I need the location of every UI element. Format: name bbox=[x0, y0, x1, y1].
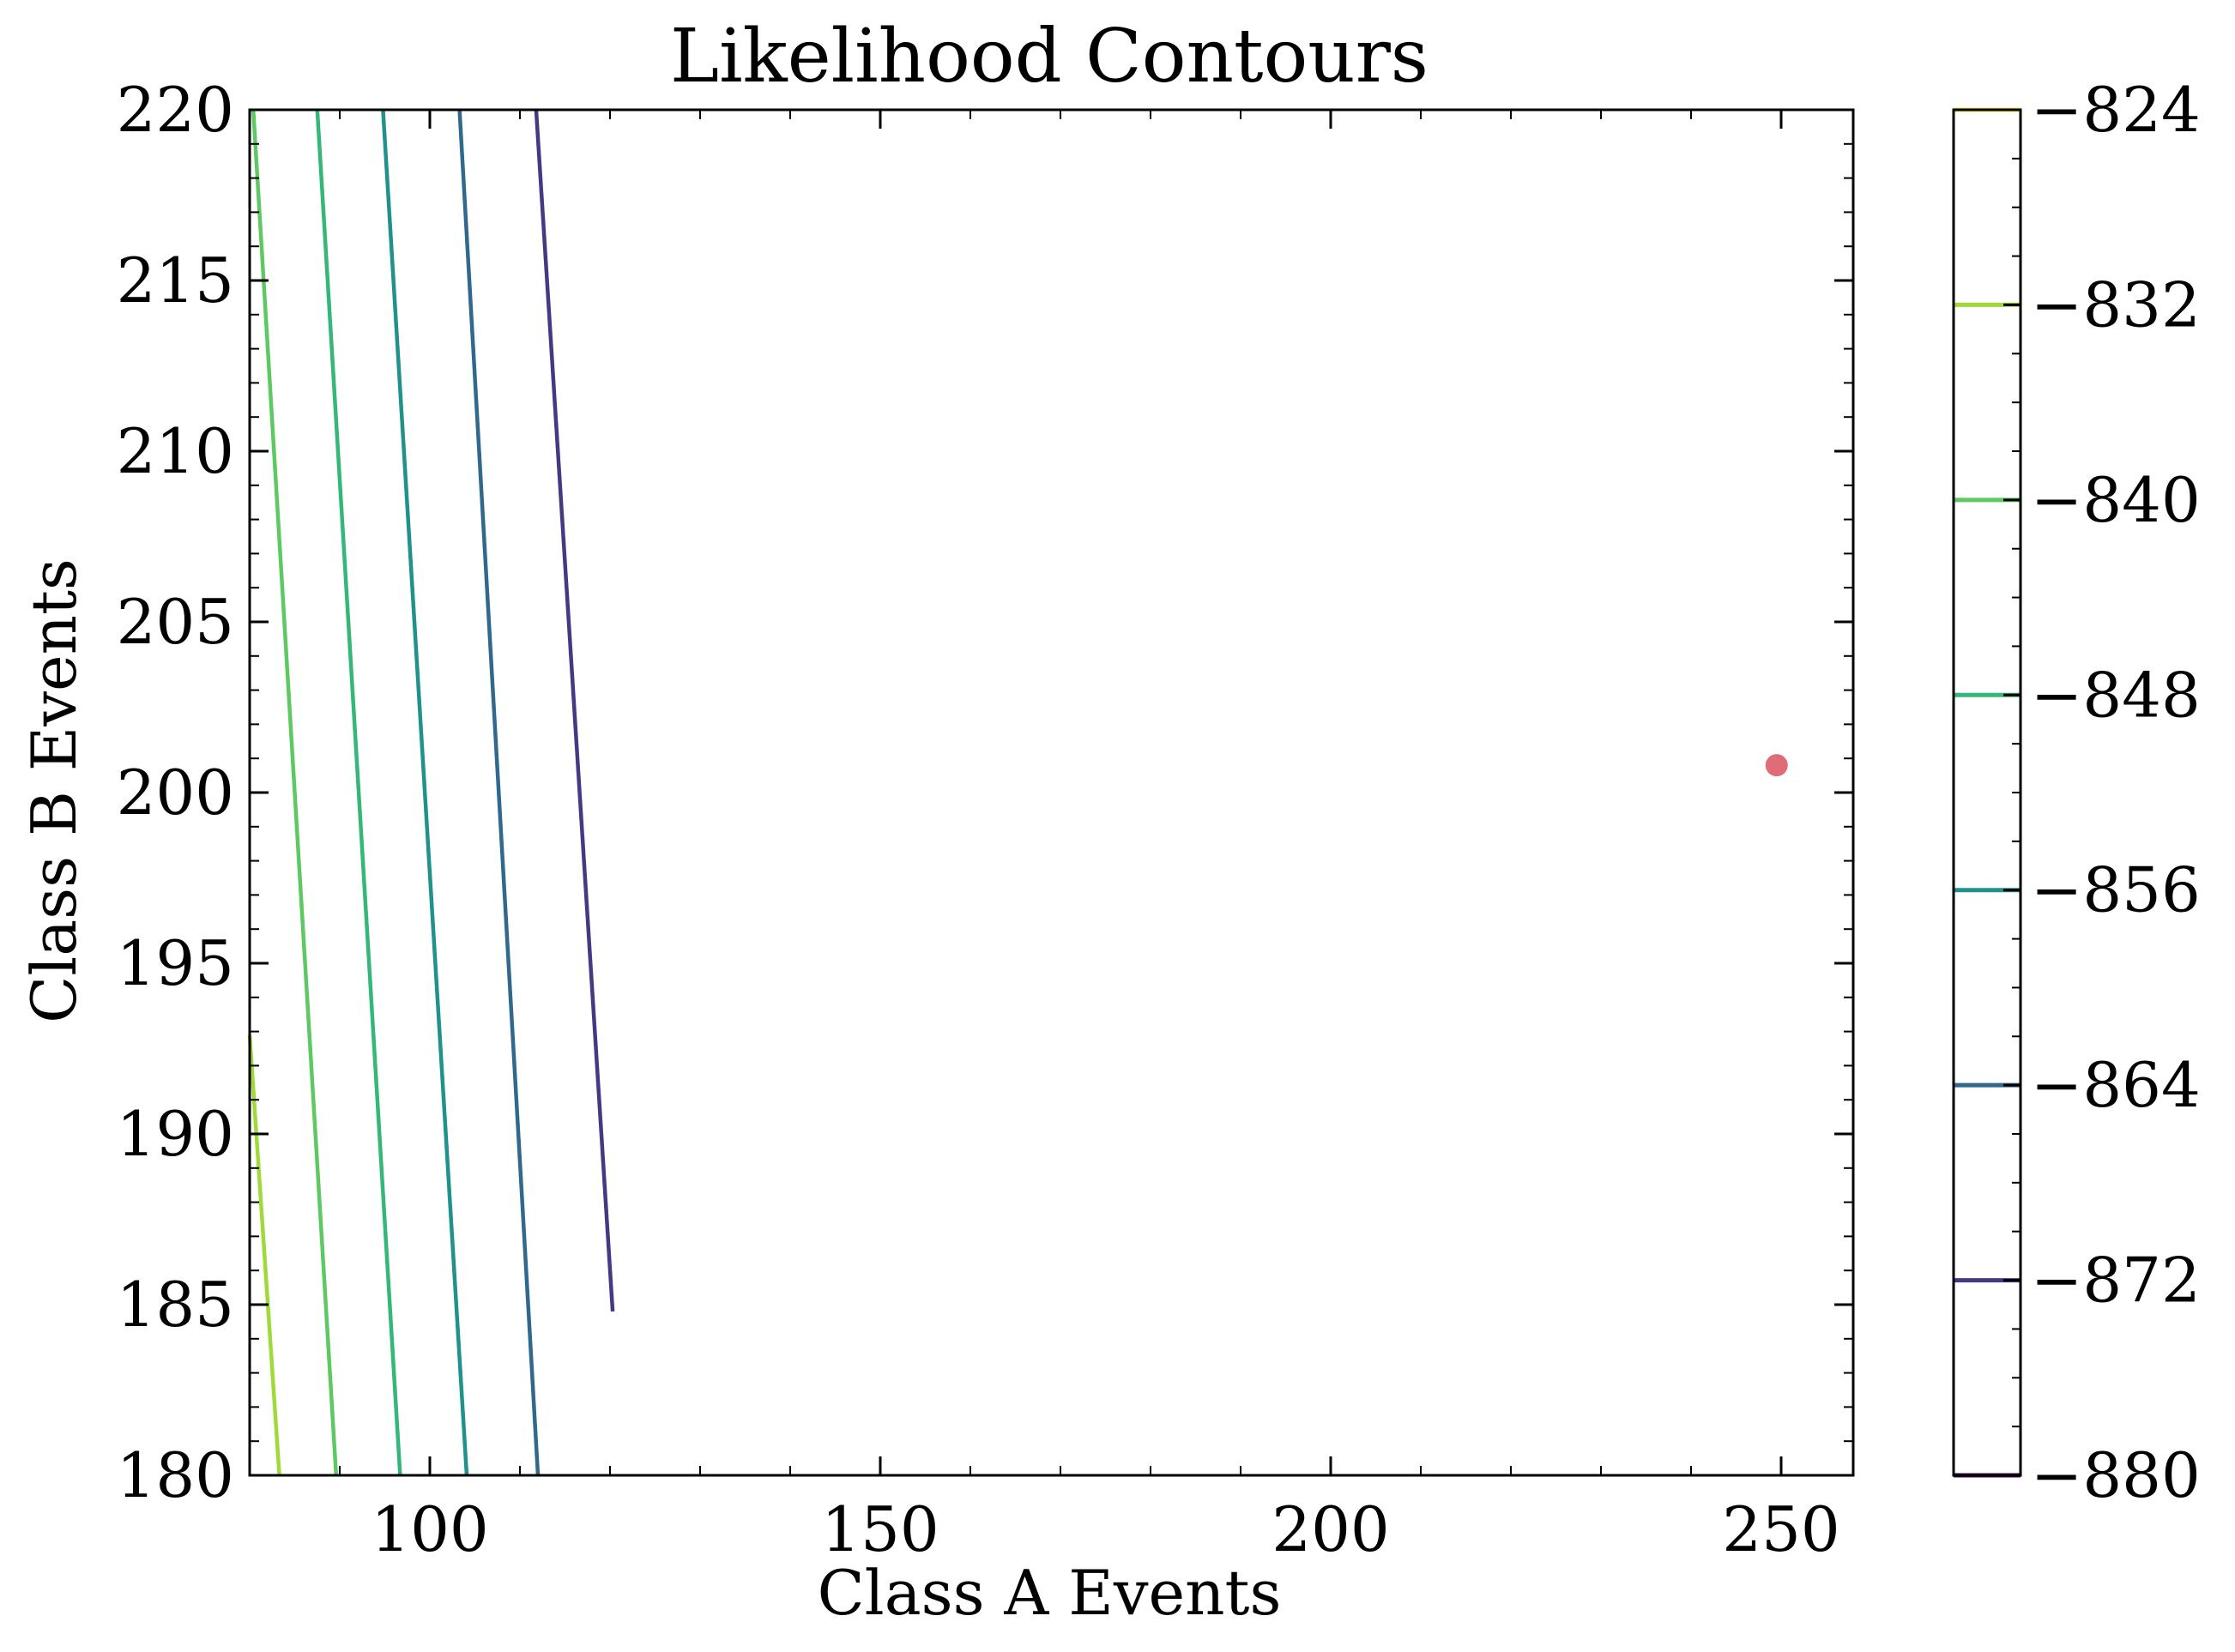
y-tick-label: 220 bbox=[117, 74, 234, 146]
contour-line-832 bbox=[247, 1034, 281, 1476]
y-tick-label: 185 bbox=[117, 1269, 234, 1341]
colorbar-background bbox=[1954, 110, 2021, 1475]
y-axis-label: Class B Events bbox=[18, 558, 90, 1023]
y-tick-label: 205 bbox=[117, 586, 234, 658]
colorbar-tick-label: −864 bbox=[2031, 1049, 2201, 1121]
y-tick-label: 215 bbox=[117, 244, 234, 317]
colorbar-tick-label: −880 bbox=[2031, 1439, 2201, 1511]
x-tick-label: 250 bbox=[1722, 1493, 1839, 1565]
y-tick-label: 180 bbox=[117, 1439, 234, 1511]
best-fit-marker bbox=[1765, 754, 1788, 777]
contour-line-840 bbox=[251, 109, 339, 1476]
colorbar-tick-label: −872 bbox=[2031, 1245, 2201, 1317]
contour-line-848 bbox=[315, 109, 402, 1476]
contour-line-856 bbox=[381, 109, 469, 1476]
y-tick-label: 210 bbox=[117, 415, 234, 487]
contour-line-864 bbox=[457, 109, 541, 1476]
x-tick-label: 150 bbox=[821, 1493, 939, 1565]
y-tick-label: 200 bbox=[117, 757, 234, 829]
colorbar-tick-label: −856 bbox=[2031, 854, 2201, 926]
colorbar-tick-label: −840 bbox=[2031, 464, 2201, 536]
contour-line-872 bbox=[534, 109, 615, 1312]
colorbar: −880 −872 −864 −856 −848 −840 −832 −824 bbox=[1952, 74, 2201, 1511]
x-axis-label: Class A Events bbox=[818, 1557, 1282, 1629]
plot-area: 100 150 200 250 180 185 190 195 200 205 210 215 220 bbox=[117, 74, 1855, 1565]
y-tick-label: 190 bbox=[117, 1098, 234, 1170]
chart-title: Likelihood Contours bbox=[670, 14, 1429, 99]
colorbar-tick-label: −832 bbox=[2031, 268, 2201, 341]
colorbar-tick-label: −848 bbox=[2031, 659, 2201, 731]
x-tick-label: 200 bbox=[1272, 1493, 1389, 1565]
x-tick-label: 100 bbox=[371, 1493, 488, 1565]
y-tick-label: 195 bbox=[117, 927, 234, 999]
colorbar-tick-label: −824 bbox=[2031, 74, 2201, 146]
